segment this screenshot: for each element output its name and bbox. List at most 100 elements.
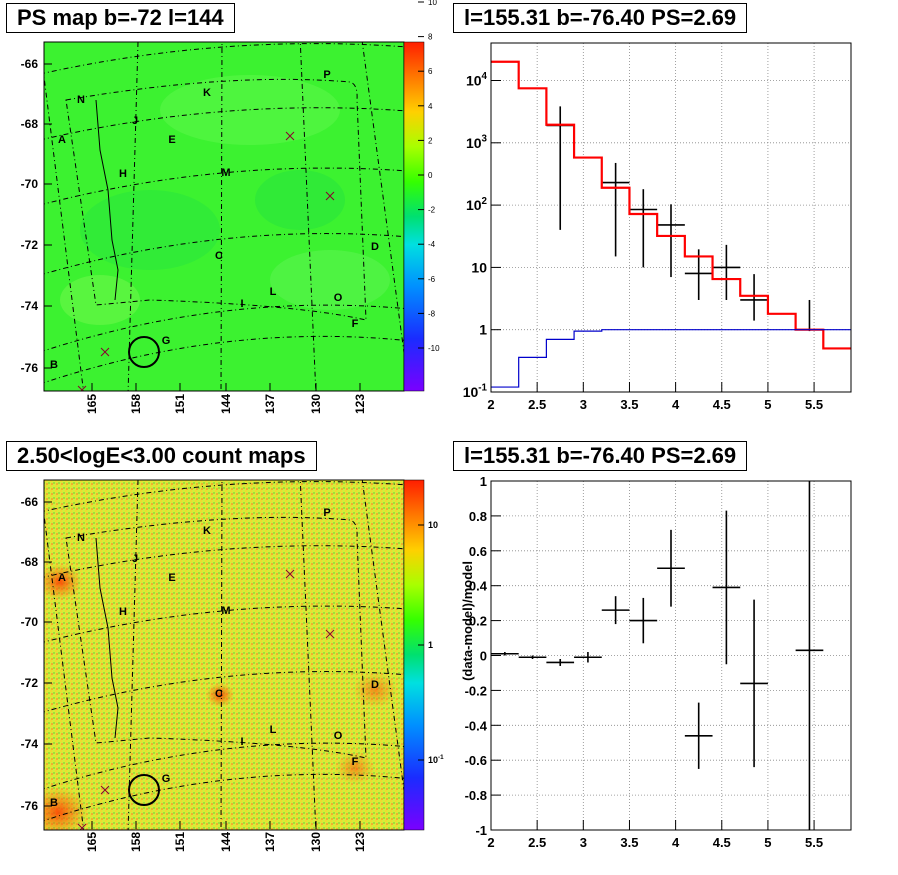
x-tick-label: 2	[487, 835, 494, 850]
y-tick-label: -0.4	[465, 718, 488, 733]
x-tick-label: 2.5	[528, 835, 546, 850]
region-label: J	[132, 115, 138, 127]
count-colorbar	[403, 479, 425, 831]
source-cross	[100, 785, 110, 795]
longitude-tick-label: 158	[129, 832, 143, 852]
x-tick-label: 5	[764, 397, 771, 412]
source-circle	[128, 336, 160, 368]
longitude-line	[127, 480, 139, 830]
region-label: B	[50, 797, 58, 809]
y-tick-label: 10-1	[463, 383, 488, 400]
residual-panel: 2 2.5 3 3.5 4 4.5 5 5.5 1 0.8 0.6 0.4 0.2 0 -0.2 -0.4 -0…	[460, 474, 852, 850]
source-cross	[77, 385, 87, 391]
fit-title: l=155.31 b=-76.40 PS=2.69	[453, 3, 748, 33]
x-tick-label: 4	[672, 397, 680, 412]
latitude-line	[44, 107, 404, 140]
source-cross	[285, 569, 295, 579]
y-tick-label: -0.8	[465, 788, 487, 803]
longitude-tick-label: 158	[129, 394, 143, 414]
latitude-tick-label: -74	[21, 737, 39, 751]
residual-title: l=155.31 b=-76.40 PS=2.69	[453, 441, 748, 471]
latitude-tick-label: -70	[21, 615, 39, 629]
source-cross	[77, 823, 87, 830]
longitude-tick-label: 123	[353, 394, 367, 414]
colorbar-tick-label: -2	[428, 206, 436, 215]
region-label: C	[215, 250, 223, 262]
latitude-tick-label: -74	[21, 299, 39, 313]
ps-colorbar	[403, 41, 425, 392]
ps-map-title: PS map b=-72 l=144	[6, 3, 235, 33]
region-label: C	[215, 688, 223, 700]
latitude-line	[44, 671, 404, 713]
longitude-tick-label: 123	[353, 832, 367, 852]
region-label: A	[58, 134, 66, 146]
latitude-line	[44, 481, 404, 512]
x-tick-label: 3	[580, 835, 587, 850]
latitude-line	[44, 545, 404, 578]
colorbar-tick-label: 0	[428, 171, 433, 180]
latitude-line	[44, 335, 404, 384]
region-label: D	[371, 679, 379, 691]
region-label: F	[352, 318, 359, 330]
source-cross	[100, 347, 110, 357]
boundary-trace	[95, 537, 119, 739]
latitude-line	[44, 742, 404, 790]
y-tick-label: 0	[480, 649, 487, 664]
source-circle	[128, 774, 160, 806]
region-label: O	[334, 730, 343, 742]
count-map-grid: P N K J A E H M C D I L O F G B	[44, 480, 404, 830]
latitude-tick-label: -72	[21, 238, 39, 252]
count-map-title: 2.50<logE<3.00 count maps	[6, 441, 317, 471]
latitude-tick-label: -76	[21, 361, 39, 375]
longitude-tick-label: 151	[173, 394, 187, 414]
longitude-tick-label: 137	[263, 832, 277, 852]
colorbar-tick-label: 2	[428, 136, 433, 145]
latitude-line	[44, 605, 404, 643]
region-label: F	[352, 756, 359, 768]
colorbar-tick-label: 8	[428, 33, 433, 42]
y-tick-label: -1	[475, 823, 487, 838]
x-tick-label: 2.5	[528, 397, 546, 412]
latitude-tick-label: -66	[21, 495, 39, 509]
model-step-line	[491, 60, 851, 350]
colorbar-tick-label: 10	[428, 0, 437, 7]
latitude-tick-label: -76	[21, 799, 39, 813]
count-map-panel: P N K J A E H M C D I L O F G B -66 -68 -70 -72 -74 -76 165 15…	[21, 479, 444, 852]
source-cross	[325, 629, 335, 639]
longitude-tick-label: 165	[85, 832, 99, 852]
colorbar-tick-label: 6	[428, 67, 433, 76]
colorbar-tick-label: -4	[428, 240, 436, 249]
colorbar-tick-label: 10	[428, 520, 438, 530]
y-tick-label: 104	[466, 71, 488, 88]
region-label: K	[203, 525, 211, 537]
survey-boundary	[65, 516, 367, 759]
region-label: L	[270, 286, 277, 298]
longitude-tick-label: 165	[85, 394, 99, 414]
x-tick-label: 5.5	[805, 397, 823, 412]
x-tick-label: 3	[580, 397, 587, 412]
x-tick-label: 4.5	[713, 397, 731, 412]
latitude-line	[44, 773, 404, 822]
region-label: A	[58, 572, 66, 584]
region-label: H	[119, 168, 127, 180]
model-step-line	[491, 329, 851, 388]
x-tick-label: 2	[487, 397, 494, 412]
longitude-line	[127, 42, 139, 391]
region-label: E	[168, 572, 175, 584]
longitude-line	[44, 72, 85, 391]
region-label: D	[371, 241, 379, 253]
region-label: G	[162, 773, 171, 785]
latitude-line	[44, 167, 404, 205]
region-label: G	[162, 335, 171, 347]
latitude-line	[44, 304, 404, 352]
ps-map-grid: P N K J A E H M C D I L O F G B	[44, 42, 404, 391]
x-tick-label: 4.5	[713, 835, 731, 850]
source-cross	[285, 131, 295, 141]
y-tick-label: 1	[479, 322, 487, 338]
longitude-line	[44, 510, 85, 830]
region-label: L	[270, 724, 277, 736]
longitude-tick-label: 137	[263, 394, 277, 414]
region-label: I	[240, 298, 243, 310]
longitude-tick-label: 130	[309, 832, 323, 852]
